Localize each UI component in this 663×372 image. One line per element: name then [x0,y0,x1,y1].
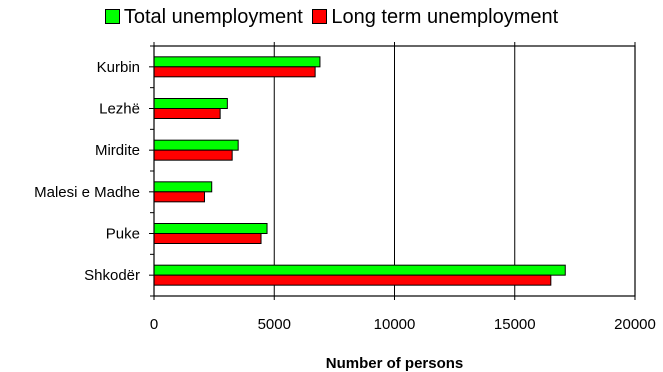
x-tick-label-5000: 5000 [258,316,291,333]
bar-total-malesi-e-madhe [153,181,213,193]
x-tick-label-10000: 10000 [374,316,416,333]
legend-item-total: Total unemployment [104,6,303,29]
y-tick-label-malesi-e-madhe: Malesi e Madhe [34,184,140,201]
legend-label-long-term: Long term unemployment [331,6,559,29]
legend-label-total: Total unemployment [123,6,303,29]
y-tick-label-shkoder: Shkodër [84,267,140,284]
x-axis-label: Number of persons [326,355,464,372]
bar-total-lezhe [153,98,228,109]
bar-total-kurbin [153,56,321,68]
legend-item-long-term: Long term unemployment [312,6,558,29]
x-tick-label-0: 0 [150,316,158,333]
y-tick-label-mirdite: Mirdite [95,142,140,159]
bar-long-term-puke [153,233,262,244]
bar-total-puke [153,223,268,234]
legend-swatch-long-term [312,9,328,24]
bar-total-mirdite [153,139,239,151]
bar-long-term-malesi-e-madhe [153,191,206,203]
y-tick-label-lezhe: Lezhë [99,101,140,118]
bar-long-term-shkoder [153,274,552,286]
bar-long-term-lezhe [153,108,221,119]
x-tick-label-20000: 20000 [614,316,656,333]
x-tick-label-15000: 15000 [494,316,536,333]
bar-long-term-mirdite [153,149,233,161]
y-tick-label-kurbin: Kurbin [97,59,140,76]
bar-long-term-kurbin [153,66,316,78]
bar-total-shkoder [153,264,566,276]
y-tick-label-puke: Puke [106,226,140,243]
legend-swatch-total [104,9,120,24]
chart-legend: Total unemployment Long term unemploymen… [0,6,663,29]
